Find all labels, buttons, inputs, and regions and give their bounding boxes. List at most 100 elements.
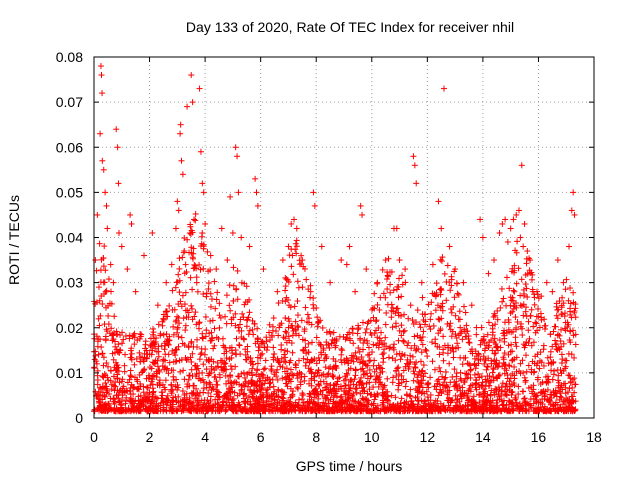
data-point-background (455, 291, 462, 298)
data-point-background (187, 274, 194, 281)
x-tick-label: 4 (201, 429, 209, 445)
data-point-background (108, 300, 115, 307)
data-point-background (274, 376, 281, 383)
data-point-background (519, 331, 526, 338)
data-point-background (370, 341, 377, 348)
data-point-background (223, 292, 230, 299)
data-point-background (402, 279, 409, 286)
data-point-background (101, 243, 108, 250)
data-point-background (241, 383, 248, 390)
data-point-background (264, 343, 271, 350)
data-point-background (263, 389, 270, 396)
data-point-background (299, 284, 306, 291)
data-point-background (165, 341, 172, 348)
x-tick-label: 10 (364, 429, 380, 445)
data-point (193, 279, 200, 286)
data-point-background (236, 342, 243, 349)
data-point-background (205, 390, 212, 397)
data-point-background (550, 371, 557, 378)
data-point-background (363, 325, 370, 332)
data-point-background (205, 268, 212, 275)
data-point (518, 162, 525, 169)
data-point (418, 279, 425, 286)
data-point-background (255, 347, 262, 354)
data-point-background (350, 340, 357, 347)
data-point-background (121, 362, 128, 369)
data-point-background (476, 374, 483, 381)
data-point-background (200, 291, 207, 298)
data-point-background (178, 334, 185, 341)
data-point-background (503, 274, 510, 281)
data-point-background (279, 297, 286, 304)
data-point-background (154, 363, 161, 370)
data-point-background (526, 335, 533, 342)
data-point-background (185, 309, 192, 316)
data-point-background (501, 338, 508, 345)
data-point (113, 126, 120, 133)
data-point-background (563, 276, 570, 283)
data-point-background (435, 392, 442, 399)
data-point-background (230, 297, 237, 304)
data-point (359, 211, 366, 218)
data-point-background (234, 267, 241, 274)
data-point-background (179, 388, 186, 395)
data-point-background (410, 377, 417, 384)
data-point-background (467, 367, 474, 374)
data-point-background (248, 377, 255, 384)
data-point-background (313, 334, 320, 341)
data-point-background (201, 397, 208, 404)
data-point-background (411, 333, 418, 340)
data-point-background (199, 230, 206, 237)
data-point-background (238, 334, 245, 341)
data-point (197, 148, 204, 155)
data-point-background (214, 289, 221, 296)
data-point (441, 85, 447, 92)
data-point-background (199, 335, 206, 342)
data-point-background (113, 331, 120, 338)
data-point-background (411, 370, 418, 377)
data-point-background (545, 360, 552, 367)
data-point-background (159, 392, 166, 399)
data-point-background (480, 353, 487, 360)
data-point-background (413, 359, 420, 366)
data-point-background (190, 245, 197, 252)
data-point-background (278, 346, 285, 353)
data-point-background (172, 358, 179, 365)
data-point-background (473, 331, 480, 338)
data-point-background (194, 336, 201, 343)
data-point-background (457, 324, 464, 331)
data-point-background (448, 282, 455, 289)
data-point (92, 257, 99, 264)
data-point-background (407, 386, 414, 393)
data-point-background (260, 366, 267, 373)
data-point-background (348, 352, 355, 359)
data-point-background (136, 408, 143, 415)
data-point (520, 243, 527, 250)
data-point-background (382, 294, 389, 301)
data-point-background (417, 358, 424, 365)
data-point-background (406, 363, 413, 370)
data-point (291, 216, 297, 223)
x-tick-label: 6 (257, 429, 265, 445)
data-point (274, 288, 281, 295)
data-point-background (160, 331, 167, 338)
data-point-background (143, 384, 150, 391)
data-point-background (284, 348, 291, 355)
data-point-background (230, 395, 237, 402)
data-point-background (540, 342, 547, 349)
data-point-background (282, 354, 289, 361)
data-point-background (99, 300, 106, 307)
data-point-background (452, 345, 459, 352)
data-point-background (441, 342, 448, 349)
data-point-background (315, 381, 322, 388)
data-point-background (406, 392, 413, 399)
data-point-background (384, 301, 391, 308)
data-point-background (110, 373, 117, 380)
data-point-background (572, 305, 579, 312)
data-point-background (180, 315, 187, 322)
data-point-background (570, 289, 577, 296)
data-point-background (339, 347, 346, 354)
data-point-background (462, 309, 469, 316)
data-point (293, 225, 300, 232)
data-point-background (204, 248, 211, 255)
